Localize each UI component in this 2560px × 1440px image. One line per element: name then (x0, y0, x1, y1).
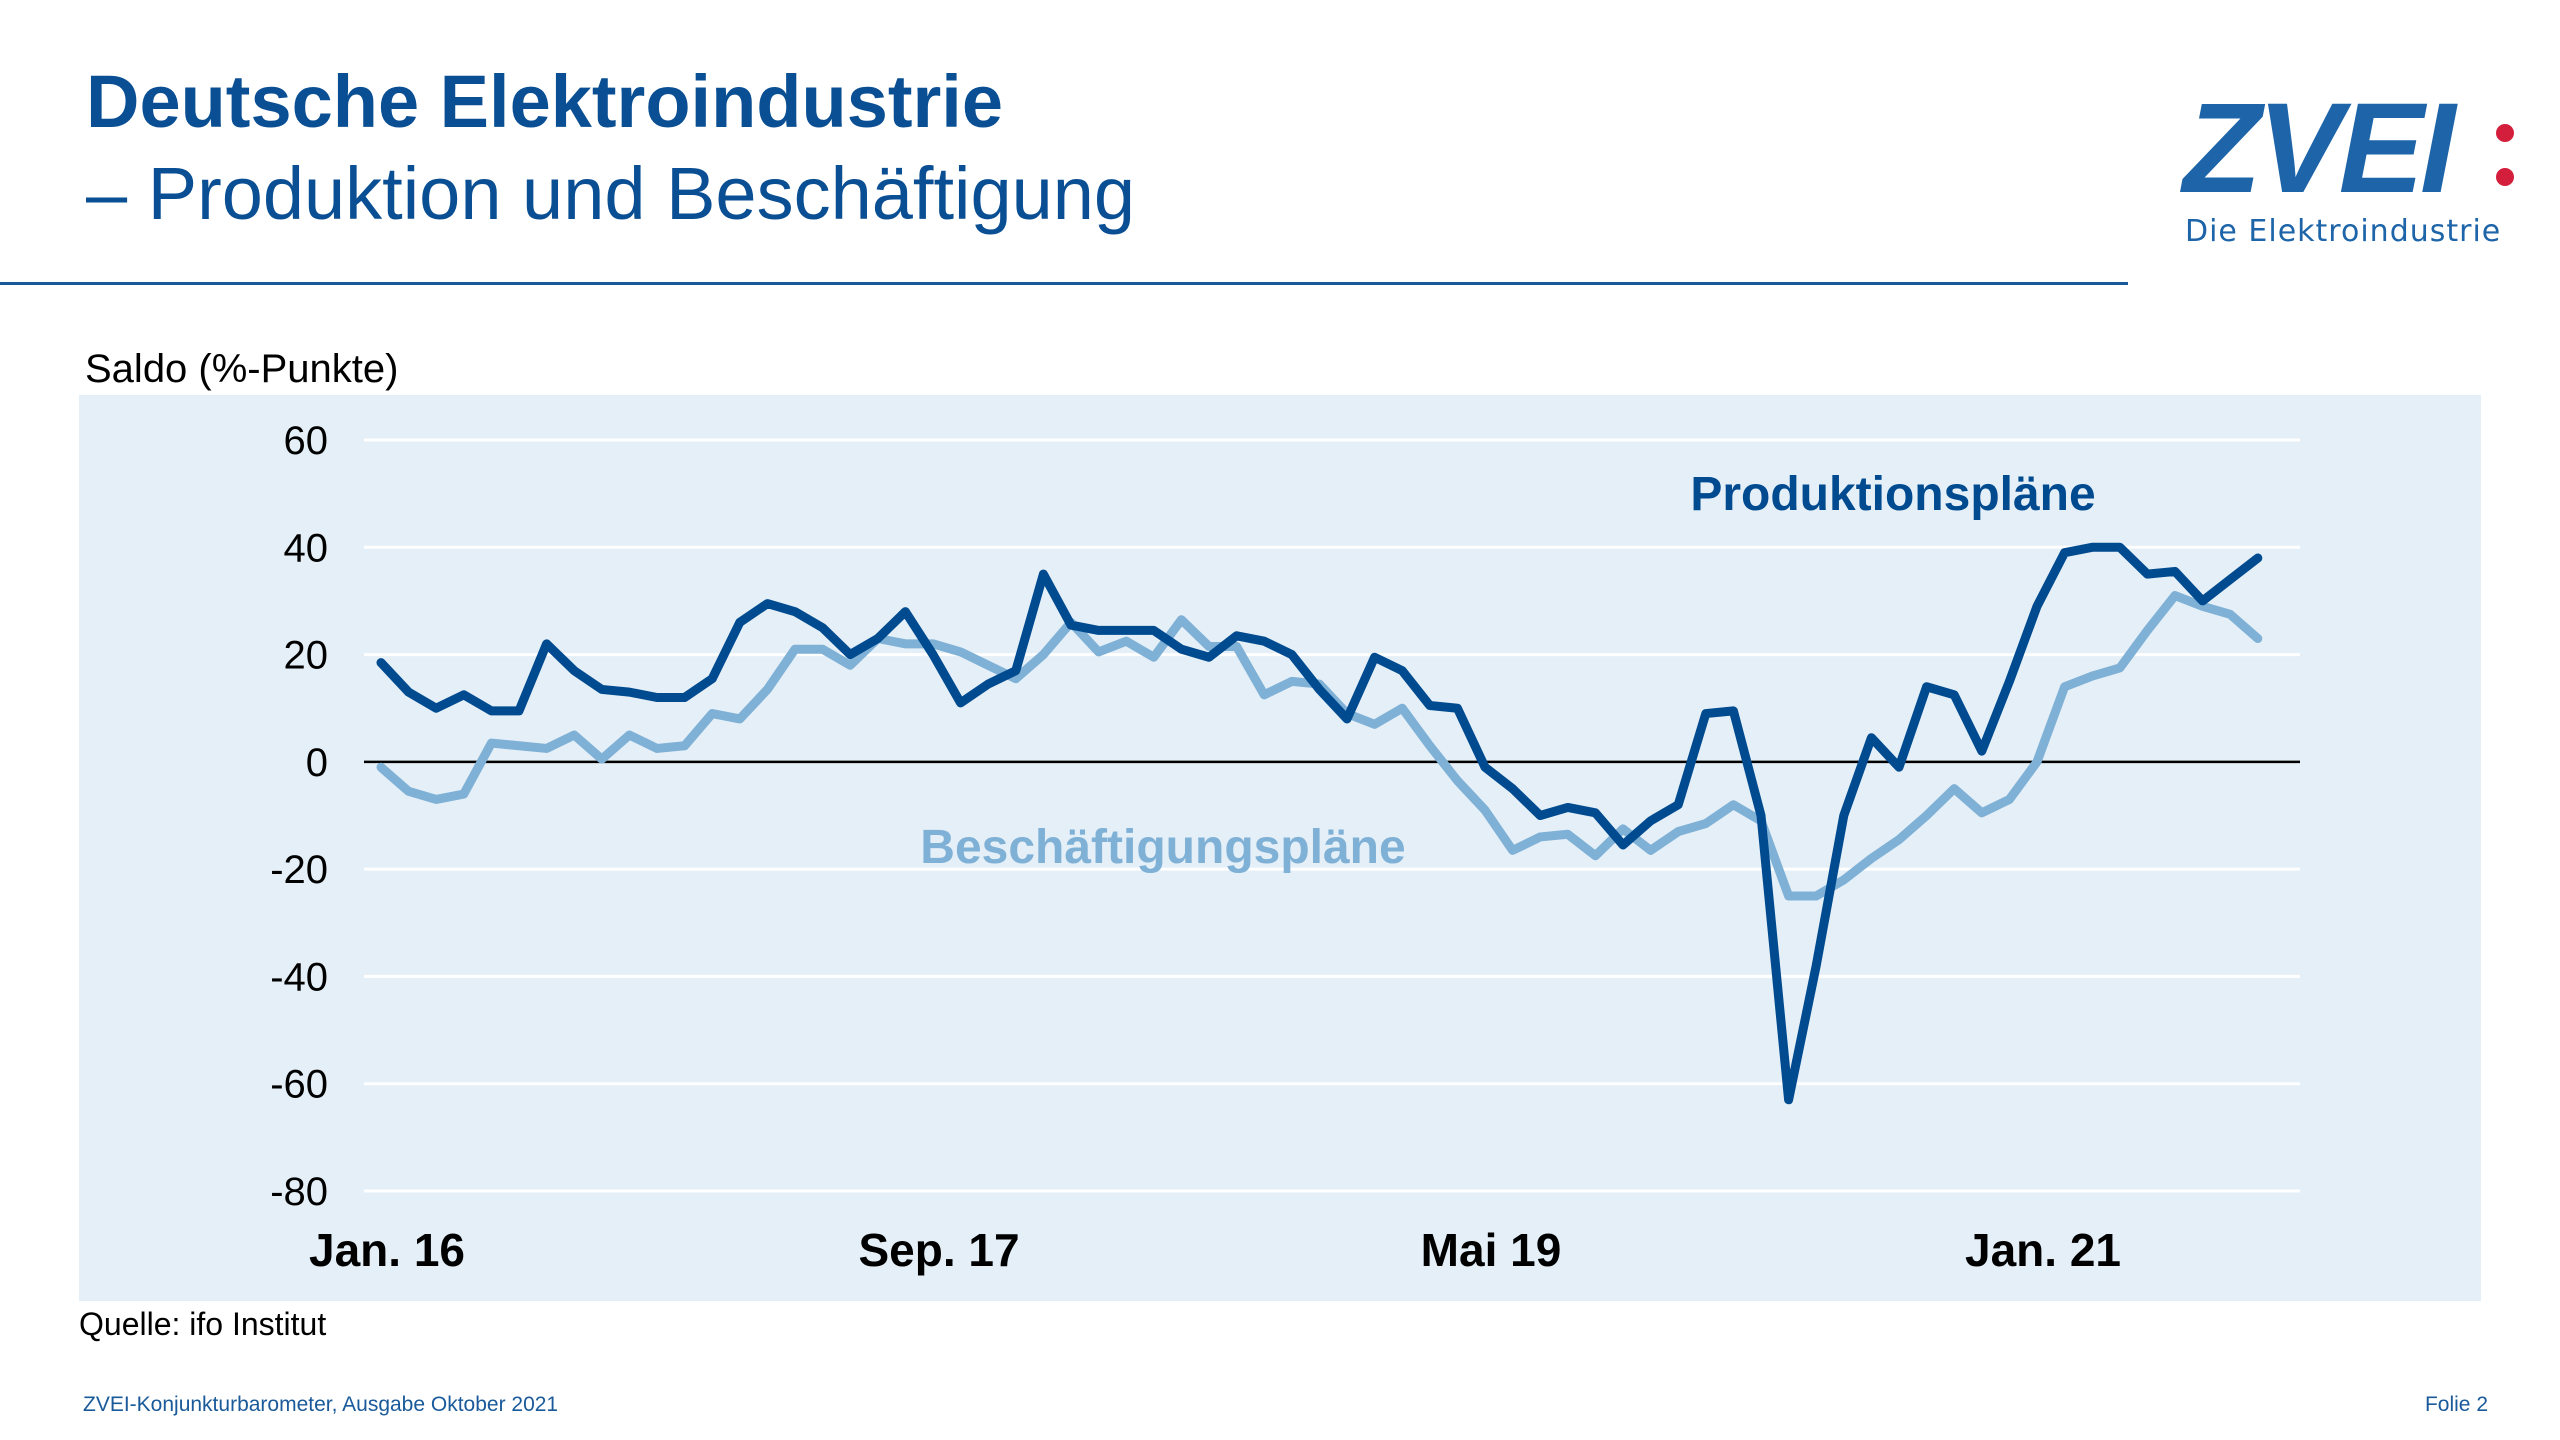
logo-wordmark: ZVEI (2183, 77, 2456, 220)
source-note: Quelle: ifo Institut (79, 1306, 327, 1342)
y-tick-label: 40 (284, 526, 329, 570)
y-tick-label: -40 (270, 955, 328, 999)
title-divider (0, 282, 2128, 285)
y-tick-label: 60 (284, 419, 329, 463)
y-tick-label: -60 (270, 1063, 328, 1107)
title-line-2: – Produktion und Beschäftigung (86, 152, 1136, 235)
series-line-produktionsplaene (376, 542, 2263, 1105)
slide-title: Deutsche Elektroindustrie – Produktion u… (86, 56, 1135, 240)
y-tick-label: -20 (270, 848, 328, 892)
x-tick-label: Mai 19 (1421, 1224, 1562, 1276)
publication-footer: ZVEI-Konjunkturbarometer, Ausgabe Oktobe… (83, 1393, 559, 1416)
y-axis-label: Saldo (%-Punkte) (85, 347, 399, 391)
y-tick-label: 0 (306, 741, 328, 785)
logo-subtitle: Die Elektroindustrie (2185, 214, 2502, 249)
title-line-1: Deutsche Elektroindustrie (86, 60, 1004, 143)
series-label: Produktionspläne (1690, 468, 2095, 521)
y-tick-label: 20 (284, 634, 329, 678)
x-tick-label: Jan. 16 (309, 1224, 465, 1276)
y-tick-label: -80 (270, 1170, 328, 1214)
zvei-logo: ZVEI Die Elektroindustrie (2183, 84, 2523, 254)
x-tick-label: Sep. 17 (858, 1224, 1019, 1276)
logo-colon-dots (2496, 124, 2514, 212)
series-label: Beschäftigungspläne (920, 821, 1405, 874)
slide-number: Folie 2 (2424, 1393, 2488, 1416)
x-tick-label: Jan. 21 (1965, 1224, 2121, 1276)
